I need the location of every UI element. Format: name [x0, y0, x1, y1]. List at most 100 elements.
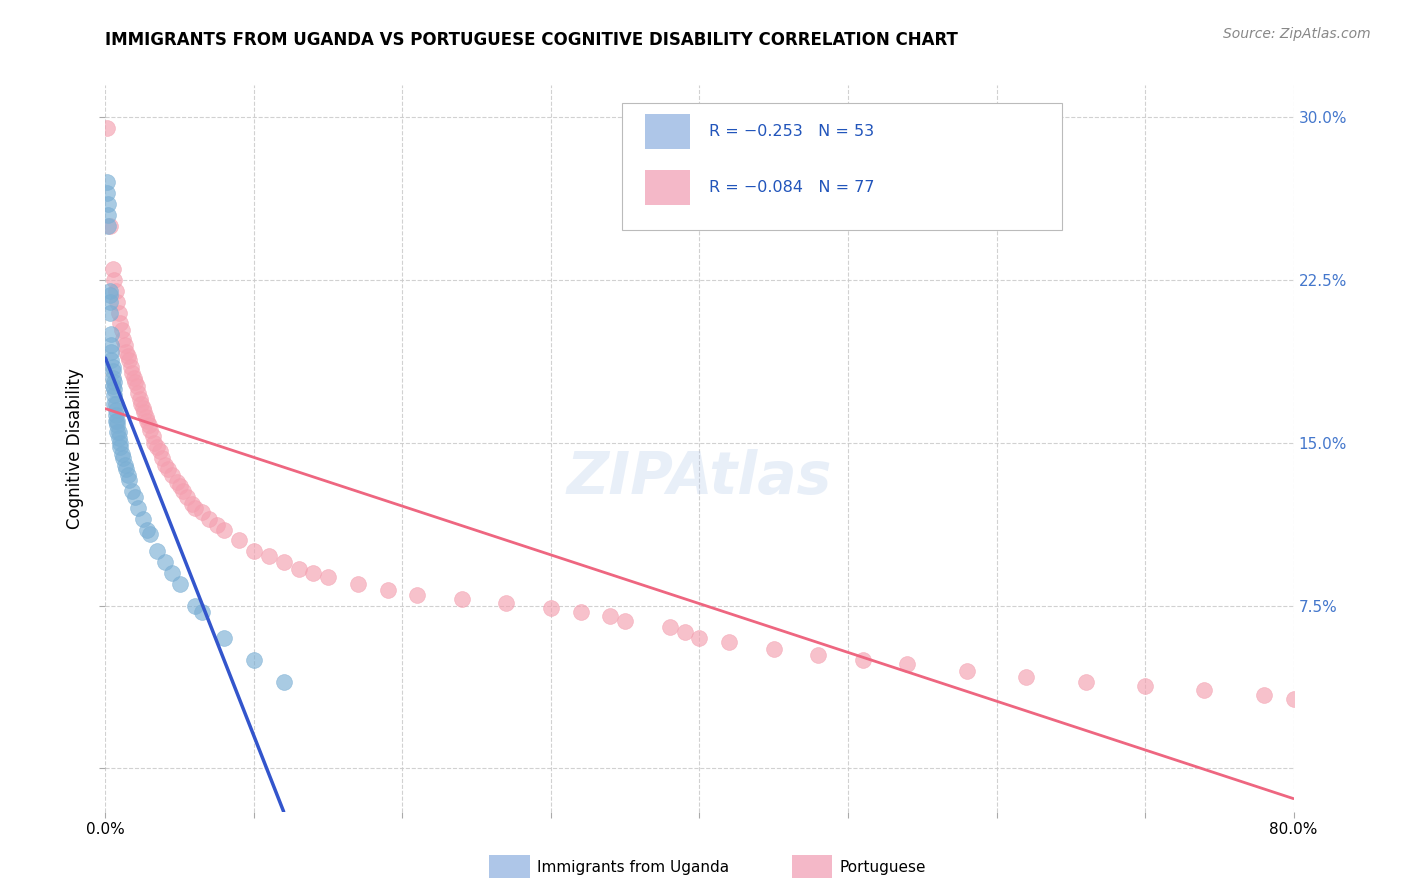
Point: [97, 219, 120, 233]
Point: [205, 518, 228, 533]
Point: [129, 397, 152, 411]
Point: [104, 403, 127, 417]
Point: [146, 544, 169, 558]
Point: [105, 294, 128, 309]
Point: [104, 284, 127, 298]
Point: [101, 262, 124, 277]
Point: [450, 592, 472, 607]
Point: [111, 323, 134, 337]
Point: [214, 631, 236, 645]
Point: [131, 401, 153, 415]
Point: [1074, 674, 1097, 689]
Point: [614, 614, 637, 628]
Point: [183, 500, 205, 515]
Point: [101, 364, 124, 378]
Point: [112, 450, 135, 465]
Text: R = −0.253   N = 53: R = −0.253 N = 53: [709, 124, 875, 139]
Point: [112, 332, 135, 346]
Point: [98, 284, 121, 298]
Point: [150, 450, 173, 465]
Point: [1253, 688, 1275, 702]
Point: [111, 447, 134, 461]
Point: [136, 523, 159, 537]
Point: [100, 327, 122, 342]
Point: [138, 418, 160, 433]
Point: [96, 175, 118, 189]
Point: [132, 405, 155, 419]
Point: [108, 425, 131, 439]
Point: [569, 605, 592, 619]
Point: [122, 370, 145, 384]
Text: ZIPAtlas: ZIPAtlas: [567, 449, 832, 506]
Point: [114, 338, 136, 352]
Point: [97, 197, 120, 211]
Point: [108, 432, 131, 446]
Point: [149, 444, 172, 458]
Point: [1282, 691, 1305, 706]
Point: [956, 664, 979, 678]
Point: [807, 648, 830, 663]
Text: IMMIGRANTS FROM UGANDA VS PORTUGUESE COGNITIVE DISABILITY CORRELATION CHART: IMMIGRANTS FROM UGANDA VS PORTUGUESE COG…: [105, 31, 959, 49]
Point: [689, 631, 711, 645]
Point: [105, 425, 128, 439]
Point: [98, 288, 121, 302]
Point: [166, 475, 188, 489]
Point: [124, 375, 146, 389]
Text: Immigrants from Uganda: Immigrants from Uganda: [537, 860, 730, 874]
Point: [718, 635, 741, 649]
Point: [103, 375, 125, 389]
Point: [162, 468, 184, 483]
Point: [105, 414, 128, 428]
Point: [125, 379, 148, 393]
Point: [110, 317, 132, 331]
Point: [156, 462, 179, 476]
Text: Source: ZipAtlas.com: Source: ZipAtlas.com: [1223, 27, 1371, 41]
Point: [103, 388, 125, 402]
Text: R = −0.084   N = 77: R = −0.084 N = 77: [709, 180, 875, 194]
Point: [131, 512, 153, 526]
FancyBboxPatch shape: [623, 103, 1062, 230]
Point: [104, 414, 127, 428]
Point: [169, 479, 191, 493]
Point: [273, 674, 295, 689]
Point: [287, 562, 309, 576]
Point: [153, 458, 176, 472]
Point: [117, 468, 139, 483]
Point: [142, 429, 165, 443]
Point: [191, 605, 214, 619]
Point: [172, 483, 194, 498]
Point: [316, 570, 339, 584]
Point: [214, 523, 236, 537]
Point: [118, 353, 141, 368]
Point: [100, 353, 122, 368]
Point: [110, 440, 132, 454]
Point: [104, 397, 127, 411]
Point: [127, 385, 149, 400]
Point: [183, 599, 205, 613]
Point: [136, 414, 159, 428]
Text: Portuguese: Portuguese: [839, 860, 927, 874]
Point: [108, 305, 131, 319]
Point: [406, 588, 429, 602]
Point: [118, 473, 141, 487]
Point: [1194, 683, 1216, 698]
Point: [180, 497, 202, 511]
Point: [153, 555, 176, 569]
Point: [97, 208, 120, 222]
Point: [377, 583, 399, 598]
FancyBboxPatch shape: [645, 114, 690, 149]
Point: [176, 490, 198, 504]
Point: [117, 349, 139, 363]
Point: [162, 566, 184, 580]
Point: [98, 219, 121, 233]
Point: [852, 653, 875, 667]
Point: [139, 423, 162, 437]
FancyBboxPatch shape: [645, 169, 690, 204]
Point: [124, 490, 146, 504]
Point: [347, 577, 370, 591]
Point: [169, 577, 191, 591]
Point: [540, 600, 562, 615]
Point: [101, 359, 124, 374]
Point: [101, 370, 124, 384]
Point: [96, 186, 118, 201]
